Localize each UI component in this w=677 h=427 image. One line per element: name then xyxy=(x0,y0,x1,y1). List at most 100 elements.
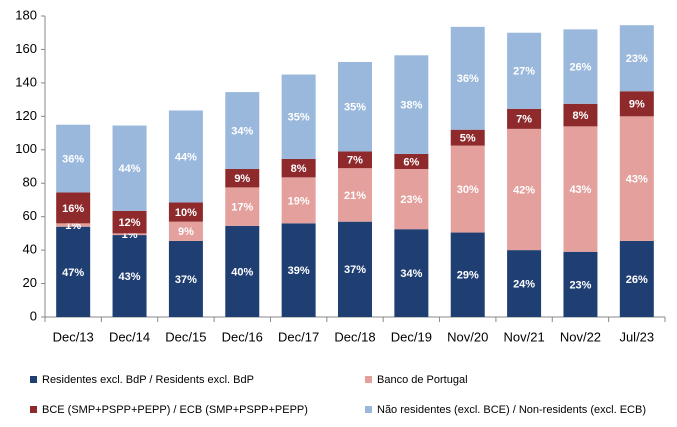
segment-label: 47% xyxy=(62,267,84,279)
x-tick-label: Dec/18 xyxy=(334,329,375,344)
segment-label: 38% xyxy=(400,100,422,112)
bar-segment xyxy=(281,74,316,159)
segment-label: 34% xyxy=(400,268,422,280)
bar-segment xyxy=(56,124,91,193)
legend-swatch xyxy=(365,406,372,413)
legend-swatch xyxy=(365,376,372,383)
segment-label: 19% xyxy=(288,195,310,207)
bar-segment xyxy=(450,232,485,317)
bar-segment xyxy=(112,235,147,317)
y-tick-label: 160 xyxy=(15,41,37,56)
bar-segment xyxy=(394,229,429,317)
y-tick-label: 80 xyxy=(23,175,37,190)
segment-label: 23% xyxy=(626,53,648,65)
legend-label: Não residentes (excl. BCE) / Non-residen… xyxy=(377,404,646,416)
bar-segment xyxy=(56,226,91,317)
segment-label: 30% xyxy=(457,184,479,196)
bar-segment xyxy=(394,169,429,230)
bar-segment xyxy=(281,158,316,178)
segment-label: 9% xyxy=(629,99,645,111)
bar-segment xyxy=(168,221,203,241)
bar-segment xyxy=(338,168,372,222)
y-tick-label: 180 xyxy=(15,7,37,22)
bar-segment xyxy=(168,202,203,222)
x-tick-label: Jul/23 xyxy=(619,329,654,344)
legend-label: BCE (SMP+PSPP+PEPP) / ECB (SMP+PSPP+PEPP… xyxy=(42,404,308,416)
segment-label: 10% xyxy=(175,207,197,219)
segment-label: 26% xyxy=(569,61,591,73)
segment-label: 36% xyxy=(62,153,84,165)
legend-swatch xyxy=(30,376,37,383)
y-tick-label: 60 xyxy=(23,208,37,223)
segment-label: 43% xyxy=(569,184,591,196)
bar-segment xyxy=(168,240,203,317)
bar-segment xyxy=(56,192,91,224)
bar-segment xyxy=(563,103,598,127)
bar-segment xyxy=(338,61,372,152)
segment-label: 35% xyxy=(344,102,366,114)
bar-segment xyxy=(507,250,542,317)
legend-swatch xyxy=(30,406,37,413)
bar-segment xyxy=(56,223,91,227)
segment-label: 43% xyxy=(626,174,648,186)
bar-segment xyxy=(507,128,542,251)
segment-label: 40% xyxy=(231,266,253,278)
segment-label: 23% xyxy=(400,194,422,206)
legend-label: Residentes excl. BdP / Residents excl. B… xyxy=(42,374,254,386)
x-tick-label: Nov/21 xyxy=(503,329,544,344)
x-tick-label: Dec/13 xyxy=(53,329,94,344)
segment-label: 39% xyxy=(288,265,310,277)
bar-segment xyxy=(619,91,654,117)
segment-label: 6% xyxy=(403,156,419,168)
y-tick-label: 120 xyxy=(15,108,37,123)
bar-segment xyxy=(338,151,372,169)
bar-segment xyxy=(225,169,260,188)
bar-segment xyxy=(394,55,429,154)
segment-label: 23% xyxy=(569,279,591,291)
bar-segment xyxy=(507,108,542,129)
bar-segment xyxy=(619,116,654,241)
x-tick-label: Dec/19 xyxy=(391,329,432,344)
segment-label: 34% xyxy=(231,125,253,137)
segment-label: 44% xyxy=(119,163,141,175)
bar-segment xyxy=(450,129,485,146)
segment-label: 29% xyxy=(457,270,479,282)
segment-label: 17% xyxy=(231,202,253,214)
segment-label: 35% xyxy=(288,112,310,124)
x-tick-label: Dec/17 xyxy=(278,329,319,344)
bar-segment xyxy=(450,145,485,233)
y-tick-label: 20 xyxy=(23,275,37,290)
segment-label: 8% xyxy=(573,110,589,122)
bar-segment xyxy=(619,240,654,317)
y-tick-label: 100 xyxy=(15,141,37,156)
segment-label: 24% xyxy=(513,278,535,290)
bar-segment xyxy=(450,26,485,130)
x-tick-label: Dec/14 xyxy=(109,329,150,344)
segment-label: 8% xyxy=(291,163,307,175)
segment-label: 9% xyxy=(178,226,194,238)
bar-segment xyxy=(394,153,429,170)
bar-segment xyxy=(112,125,147,211)
y-tick-label: 0 xyxy=(30,308,37,323)
bar-segment xyxy=(168,110,203,203)
segment-label: 21% xyxy=(344,190,366,202)
segment-label: 12% xyxy=(119,217,141,229)
x-tick-label: Nov/22 xyxy=(560,329,601,344)
segment-label: 16% xyxy=(62,203,84,215)
bar-segment xyxy=(225,92,260,170)
bar-segment xyxy=(563,251,598,317)
legend-label: Banco de Portugal xyxy=(377,374,468,386)
segment-label: 43% xyxy=(119,271,141,283)
y-tick-label: 40 xyxy=(23,242,37,257)
segment-label: 44% xyxy=(175,151,197,163)
bar-segment xyxy=(281,177,316,224)
bar-segment xyxy=(507,32,542,109)
bar-segment xyxy=(225,225,260,317)
segment-label: 27% xyxy=(513,66,535,78)
segment-label: 9% xyxy=(234,173,250,185)
bar-segment xyxy=(112,233,147,236)
y-tick-label: 140 xyxy=(15,74,37,89)
bar-segment xyxy=(619,25,654,92)
segment-label: 42% xyxy=(513,184,535,196)
